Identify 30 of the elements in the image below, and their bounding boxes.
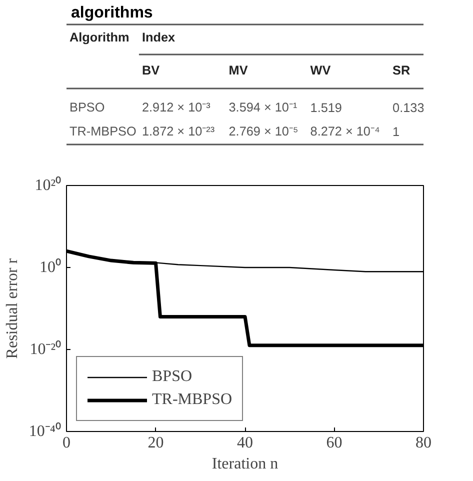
text: 2.769 × 10⁻⁵ — [228, 124, 298, 138]
text: 1.872 × 10⁻²³ — [142, 124, 215, 138]
y-tick-label: 10²⁰ — [34, 176, 62, 194]
legend-label: TR-MBPSO — [152, 391, 232, 409]
text: BPSO — [70, 100, 105, 114]
x-tick-label: 40 — [237, 434, 253, 452]
y-tick-label: 10⁰ — [40, 258, 62, 276]
y-tick-label: 10⁻⁴⁰ — [28, 422, 62, 440]
text: 1.519 — [310, 101, 342, 115]
x-tick-label: 80 — [416, 434, 432, 452]
text: 2.912 × 10⁻³ — [142, 100, 210, 114]
text: MV — [228, 64, 248, 78]
x-axis-title: Iteration n — [212, 456, 278, 472]
x-tick-label: 0 — [62, 434, 70, 452]
text: 3.594 × 10⁻¹ — [228, 100, 298, 114]
text: 0.133 — [392, 101, 424, 115]
text: 8.272 × 10⁻⁴ — [310, 124, 380, 138]
x-tick-label: 60 — [326, 434, 342, 452]
x-tick-label: 20 — [148, 434, 164, 452]
text: WV — [310, 64, 332, 78]
text: TR-MBPSO — [70, 124, 136, 138]
text: Algorithm — [70, 30, 130, 44]
text: 1 — [392, 125, 400, 139]
y-tick-label: 10⁻²⁰ — [30, 340, 62, 358]
legend-label: BPSO — [152, 368, 192, 386]
text: SR — [392, 64, 410, 78]
text: BV — [142, 64, 160, 78]
y-axis-title: Residual error r — [4, 258, 21, 359]
text: algorithms — [71, 4, 153, 22]
text: Index — [142, 30, 176, 44]
